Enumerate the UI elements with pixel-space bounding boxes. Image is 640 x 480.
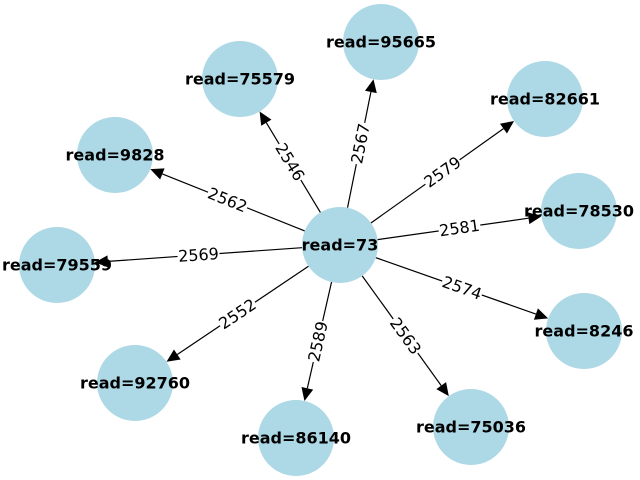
edge-arrowhead xyxy=(94,255,109,268)
node-circle xyxy=(258,400,334,476)
node-read-95665: read=95665 xyxy=(326,4,436,80)
edge-arrowhead xyxy=(527,212,542,225)
edge-weight-bg xyxy=(437,215,482,241)
node-read-82661: read=82661 xyxy=(490,61,600,137)
edge-arrowhead xyxy=(259,111,272,126)
edge-weight-bg xyxy=(176,243,221,267)
node-label: read=73 xyxy=(302,236,379,255)
edge-weight-label: 2552 xyxy=(214,293,261,335)
node-circle xyxy=(19,227,95,303)
node-circle xyxy=(202,41,278,117)
edge-read-8246: 2574 xyxy=(375,257,549,320)
edge-weight-text: 2589 xyxy=(304,320,332,364)
edge-weight-label: 2581 xyxy=(437,215,482,241)
edge-weight-text: 2562 xyxy=(205,184,250,217)
edge-read-75579: 2546 xyxy=(259,111,321,213)
node-read-92760: read=92760 xyxy=(80,345,190,421)
edge-weight-text: 2569 xyxy=(178,244,220,266)
node-circle xyxy=(546,293,622,369)
edge-arrowhead xyxy=(499,121,515,134)
edge-weight-text: 2574 xyxy=(440,272,485,303)
edge-weight-label: 2574 xyxy=(438,271,486,305)
edge-weight-label: 2579 xyxy=(419,151,466,193)
edge-weight-label: 2569 xyxy=(176,243,221,267)
edge-weight-bg xyxy=(214,293,261,335)
node-read-79559: read=79559 xyxy=(2,227,112,303)
edge-read-78530: 2581 xyxy=(377,212,542,241)
edge-weight-text: 2581 xyxy=(438,216,481,241)
edge-weight-text: 2567 xyxy=(347,122,374,166)
node-circle xyxy=(507,61,583,137)
node-label: read=86140 xyxy=(241,429,351,448)
edge-weight-label: 2589 xyxy=(303,318,333,365)
edge-weight-text: 2546 xyxy=(271,140,308,185)
node-read-8246: read=8246 xyxy=(535,293,634,369)
node-label: read=9828 xyxy=(66,146,165,165)
edge-read-82661: 2579 xyxy=(370,121,515,224)
node-read-75036: read=75036 xyxy=(416,389,526,465)
node-label: read=79559 xyxy=(2,256,112,275)
edge-read-75036: 2563 xyxy=(361,275,449,397)
edge-read-92760: 2552 xyxy=(166,265,309,362)
nodes-layer: read=95665 read=75579 read=82661 read=9828 r… xyxy=(2,4,634,476)
edge-weight-label: 2567 xyxy=(346,120,375,167)
node-circle xyxy=(343,4,419,80)
node-center-read-73: read=73 xyxy=(302,207,379,283)
edge-read-9828: 2562 xyxy=(150,168,305,232)
node-read-9828: read=9828 xyxy=(66,117,165,193)
node-label: read=8246 xyxy=(535,322,634,341)
node-label: read=95665 xyxy=(326,33,436,52)
edge-arrowhead xyxy=(166,349,181,362)
edge-weight-bg xyxy=(303,318,333,365)
edge-arrowhead xyxy=(150,168,165,180)
node-read-78530: read=78530 xyxy=(524,173,634,249)
node-label: read=92760 xyxy=(80,374,190,393)
edge-weight-bg xyxy=(270,138,310,186)
edge-weight-bg xyxy=(438,271,486,305)
edge-weight-bg xyxy=(385,313,426,359)
edge-arrowhead xyxy=(436,382,449,397)
edge-read-95665: 2567 xyxy=(346,79,377,208)
node-circle xyxy=(302,207,378,283)
edge-weight-label: 2562 xyxy=(204,182,251,218)
edge-arrowhead xyxy=(301,386,314,401)
node-read-75579: read=75579 xyxy=(185,41,295,117)
node-read-86140: read=86140 xyxy=(241,400,351,476)
node-circle xyxy=(433,389,509,465)
edge-read-79559: 2569 xyxy=(94,243,303,268)
node-label: read=75579 xyxy=(185,70,295,89)
edge-weight-label: 2546 xyxy=(270,138,310,186)
node-circle xyxy=(97,345,173,421)
node-label: read=75036 xyxy=(416,418,526,437)
node-circle xyxy=(77,117,153,193)
node-label: read=82661 xyxy=(490,90,600,109)
edge-arrowhead xyxy=(533,308,549,320)
edge-weight-bg xyxy=(419,151,466,193)
edge-read-86140: 2589 xyxy=(301,281,333,401)
edge-weight-bg xyxy=(346,120,375,167)
edge-weight-label: 2563 xyxy=(385,313,426,359)
edge-arrowhead xyxy=(365,79,377,94)
edge-weight-bg xyxy=(204,182,251,218)
node-circle xyxy=(541,173,617,249)
node-label: read=78530 xyxy=(524,202,634,221)
